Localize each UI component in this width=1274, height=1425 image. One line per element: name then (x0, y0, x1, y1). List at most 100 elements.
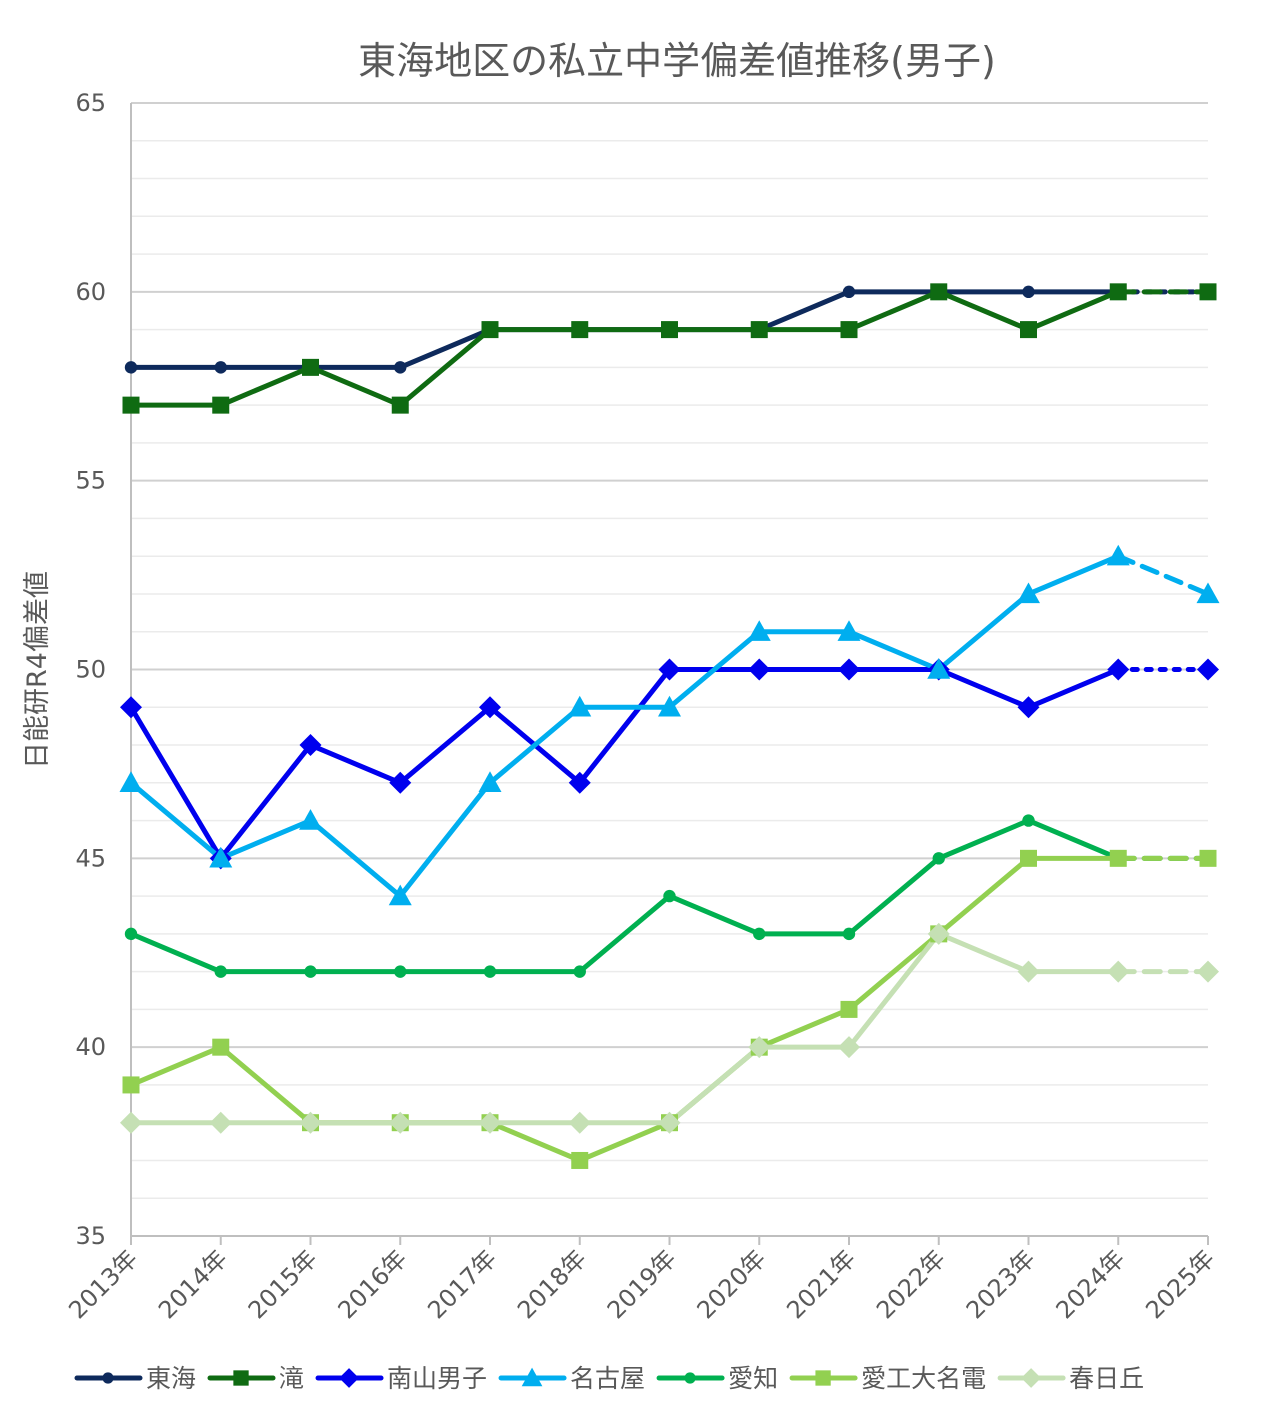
series-line-2 (128, 667, 1121, 861)
x-tick-label: 2013年 (63, 1244, 143, 1324)
series-line-4 (128, 818, 1121, 975)
point-1-4 (481, 321, 499, 339)
legend-label-0: 東海 (146, 1364, 196, 1393)
point-4-1 (214, 965, 227, 978)
point-1-10 (1020, 321, 1037, 339)
point-6-9 (927, 922, 950, 945)
point-3-7 (747, 620, 771, 641)
legend-marker-3 (521, 1367, 543, 1387)
legend-label-3: 名古屋 (570, 1364, 645, 1393)
point-4-0 (124, 927, 138, 941)
y-axis-title: 日能研R4偏差値 (22, 571, 53, 769)
point-6-6 (658, 1111, 681, 1134)
point-0-10 (1022, 285, 1035, 299)
point-5-11 (1109, 849, 1127, 867)
point-1-3 (391, 396, 409, 414)
point-4-9 (932, 852, 945, 865)
point-5-0 (122, 1076, 140, 1094)
legend-label-4: 愛知 (728, 1364, 778, 1393)
point-6-10 (1017, 960, 1040, 983)
point-1-1 (212, 396, 230, 414)
point-3-2 (299, 809, 322, 830)
series-line-6 (128, 931, 1121, 1126)
point-3-4 (478, 771, 502, 792)
point-5-8 (840, 1000, 858, 1018)
legend-label-6: 春日丘 (1069, 1364, 1144, 1393)
point-4-4 (483, 965, 497, 978)
point-4-7 (753, 927, 766, 941)
x-tick-label: 2025年 (1140, 1244, 1220, 1324)
point-2-3 (389, 771, 412, 794)
legend-marker-2 (339, 1368, 359, 1388)
y-tick-label-65: 65 (75, 89, 106, 117)
point-4-8 (842, 927, 856, 941)
legend-marker-4 (684, 1372, 696, 1384)
x-tick-label: 2021年 (781, 1244, 861, 1324)
point-2-4 (479, 696, 501, 719)
point-2-11 (1107, 658, 1130, 681)
y-tick-label-40: 40 (75, 1033, 106, 1061)
point-1-9 (930, 283, 948, 301)
point-1-6 (661, 321, 678, 339)
point-2-5 (568, 771, 591, 794)
y-tick-label-45: 45 (75, 844, 106, 872)
point-6-5 (568, 1111, 591, 1134)
point-0-8 (842, 285, 856, 299)
series-projection-3 (1115, 553, 1211, 597)
point-3-3 (388, 884, 412, 906)
series-markers (119, 283, 1220, 1169)
major-gridlines (131, 102, 1208, 1049)
series-line-5 (128, 855, 1121, 1163)
point-6-1 (209, 1111, 232, 1134)
legend: 東海 滝 南山男子 名古屋 愛知 愛工大名電 春日丘 (74, 1364, 1144, 1393)
legend-marker-1 (233, 1370, 249, 1386)
point-0-3 (394, 361, 407, 374)
point-4-10 (1022, 814, 1035, 827)
point-4-6 (663, 889, 676, 903)
legend-marker-0 (102, 1372, 114, 1384)
x-tick-label: 2015年 (243, 1244, 323, 1324)
y-tick-label-35: 35 (75, 1222, 106, 1250)
point-2-0 (120, 696, 142, 719)
point-3-11 (1106, 544, 1130, 566)
point-5-10 (1020, 849, 1037, 867)
point-1-2 (302, 358, 319, 376)
legend-marker-5 (815, 1370, 831, 1386)
legend-marker-6 (1021, 1368, 1041, 1388)
y-tick-label-60: 60 (75, 278, 106, 306)
point-6-2 (299, 1111, 322, 1134)
point-2-2 (299, 734, 322, 757)
y-tick-label-55: 55 (75, 467, 106, 495)
series-line-3 (128, 553, 1121, 899)
point-6-7 (748, 1036, 771, 1059)
point-1-0 (122, 396, 140, 414)
point-6-3 (389, 1111, 412, 1134)
point-6-4 (479, 1111, 501, 1134)
series-line-1 (128, 289, 1121, 408)
point-2-10 (1017, 696, 1040, 719)
legend-label-1: 滝 (279, 1364, 304, 1393)
point-4-2 (304, 965, 317, 978)
x-tick-label: 2020年 (692, 1244, 772, 1324)
point-3-10 (1017, 582, 1040, 604)
axes (130, 103, 1209, 1245)
point-3-1 (209, 846, 233, 868)
x-tick-label: 2017年 (422, 1244, 502, 1324)
point-6-11 (1107, 960, 1130, 983)
point-0-1 (214, 361, 227, 374)
x-tick-label: 2016年 (333, 1244, 413, 1324)
point-3-9 (927, 658, 951, 679)
point-1-11 (1109, 283, 1127, 301)
point-2-6 (658, 658, 681, 681)
legend-label-5: 愛工大名電 (861, 1364, 986, 1393)
point-3-5 (568, 695, 592, 717)
series-lines (128, 289, 1211, 1163)
x-tick-label: 2023年 (961, 1244, 1041, 1324)
point-3-6 (658, 695, 681, 717)
point-3-12 (1196, 582, 1220, 604)
point-6-8 (838, 1036, 860, 1059)
point-2-7 (748, 658, 771, 681)
point-4-5 (573, 965, 586, 978)
point-5-5 (571, 1151, 589, 1169)
